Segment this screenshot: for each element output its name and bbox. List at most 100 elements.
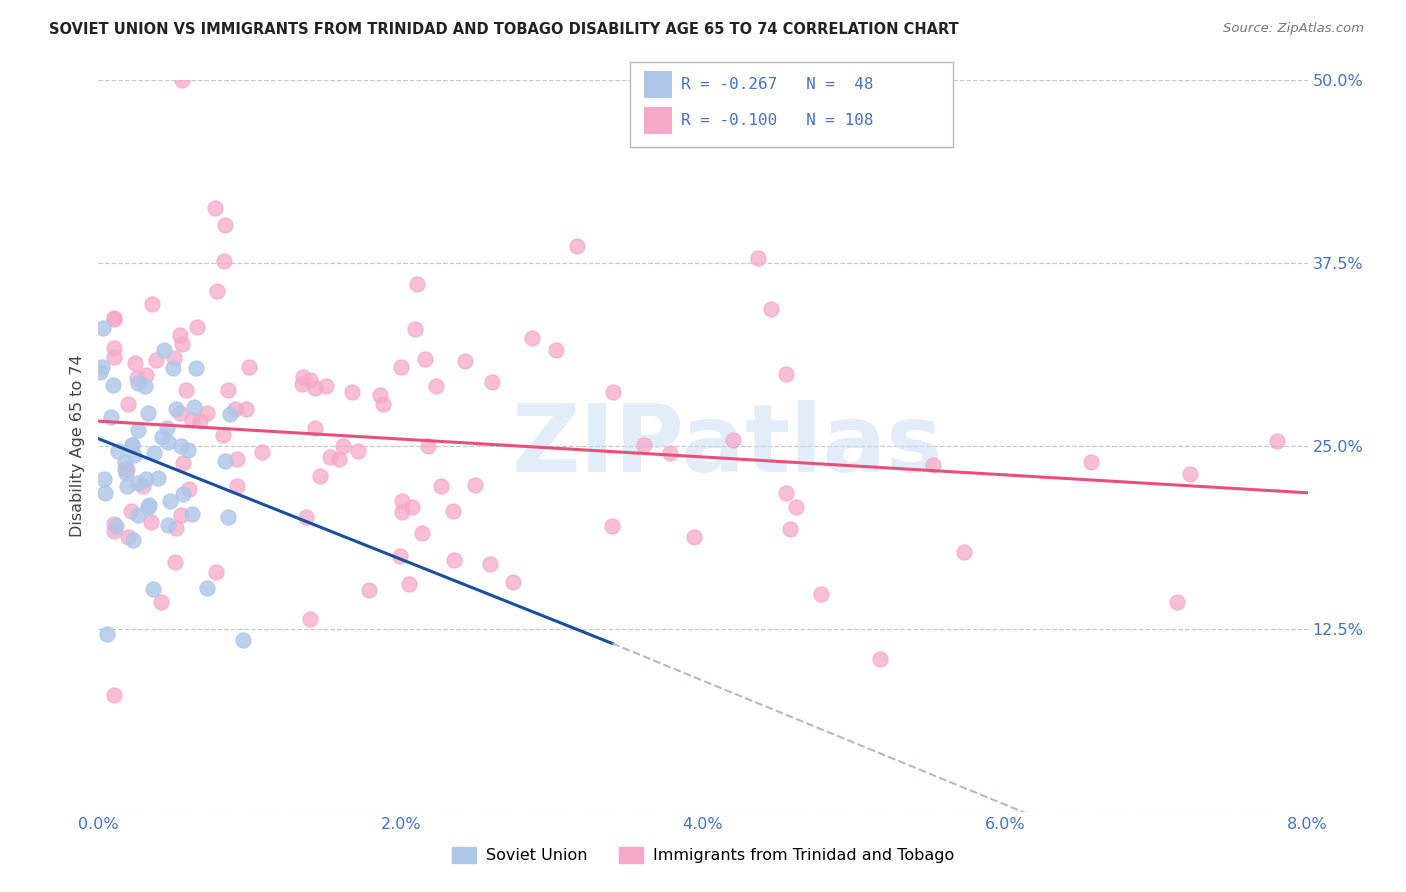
Point — [1166, 595, 1188, 609]
Point — [107, 444, 129, 458]
Point — [328, 452, 350, 467]
Point — [204, 201, 226, 215]
Point — [156, 420, 179, 434]
Point — [96, 626, 118, 640]
Point — [91, 359, 114, 374]
Point — [441, 504, 464, 518]
Point — [232, 632, 254, 647]
Point — [91, 320, 114, 334]
Point — [1080, 455, 1102, 469]
Point — [304, 381, 326, 395]
Point — [413, 351, 436, 366]
Point — [520, 331, 543, 345]
Text: SOVIET UNION VS IMMIGRANTS FROM TRINIDAD AND TOBAGO DISABILITY AGE 65 TO 74 CORR: SOVIET UNION VS IMMIGRANTS FROM TRINIDAD… — [49, 22, 959, 37]
Point — [138, 498, 160, 512]
Point — [127, 423, 149, 437]
Point — [172, 487, 194, 501]
Point — [174, 383, 197, 397]
Point — [600, 519, 623, 533]
Point — [150, 430, 173, 444]
Point — [775, 486, 797, 500]
Point — [747, 251, 769, 265]
Point — [659, 446, 682, 460]
Point — [141, 297, 163, 311]
Point — [101, 377, 124, 392]
Point — [1267, 434, 1289, 448]
Legend: Soviet Union, Immigrants from Trinidad and Tobago: Soviet Union, Immigrants from Trinidad a… — [446, 840, 960, 870]
Point — [502, 574, 524, 589]
Point — [177, 442, 200, 457]
Point — [170, 508, 193, 522]
Point — [411, 526, 433, 541]
Point — [779, 522, 801, 536]
Point — [127, 475, 149, 490]
Point — [165, 555, 187, 569]
Point — [567, 239, 589, 253]
Point — [103, 524, 125, 538]
Point — [205, 565, 228, 579]
Point — [94, 485, 117, 500]
Point — [117, 397, 139, 411]
Point — [404, 322, 426, 336]
Point — [295, 510, 318, 524]
Text: Source: ZipAtlas.com: Source: ZipAtlas.com — [1223, 22, 1364, 36]
Point — [134, 379, 156, 393]
Point — [342, 384, 364, 399]
Point — [149, 595, 172, 609]
Point — [217, 383, 239, 397]
Point — [114, 461, 136, 475]
Point — [121, 438, 143, 452]
Point — [127, 376, 149, 390]
Point — [122, 448, 145, 462]
Point — [298, 612, 321, 626]
Point — [953, 545, 976, 559]
Point — [921, 458, 943, 473]
Point — [214, 454, 236, 468]
Point — [169, 407, 191, 421]
Point — [398, 576, 420, 591]
Point — [183, 401, 205, 415]
Point — [416, 439, 439, 453]
Point — [761, 302, 783, 317]
Point — [425, 379, 447, 393]
Point — [217, 510, 239, 524]
Point — [368, 388, 391, 402]
Point — [163, 351, 186, 365]
Point — [115, 467, 138, 481]
Point — [127, 508, 149, 523]
Point — [135, 472, 157, 486]
Point — [136, 406, 159, 420]
Point — [429, 479, 451, 493]
Point — [156, 434, 179, 449]
Point — [308, 469, 330, 483]
Point — [135, 368, 157, 382]
Point — [153, 343, 176, 357]
Point — [186, 361, 208, 376]
Point — [103, 516, 125, 531]
Point — [478, 557, 501, 571]
Point — [775, 367, 797, 381]
Point — [388, 549, 411, 564]
Point — [186, 319, 208, 334]
Point — [89, 365, 111, 379]
Point — [464, 478, 486, 492]
Point — [357, 583, 380, 598]
Point — [122, 533, 145, 547]
Point — [142, 446, 165, 460]
Point — [721, 434, 744, 448]
Point — [319, 450, 342, 464]
Point — [141, 515, 163, 529]
Text: ZIPatlas: ZIPatlas — [512, 400, 943, 492]
Point — [170, 439, 193, 453]
Point — [869, 652, 891, 666]
Point — [172, 73, 194, 87]
Point — [188, 415, 211, 429]
Point — [443, 553, 465, 567]
Point — [105, 519, 128, 533]
Point — [172, 456, 194, 470]
Point — [212, 253, 235, 268]
Point — [117, 530, 139, 544]
Point — [401, 500, 423, 515]
Point — [347, 443, 370, 458]
Point — [214, 218, 236, 232]
